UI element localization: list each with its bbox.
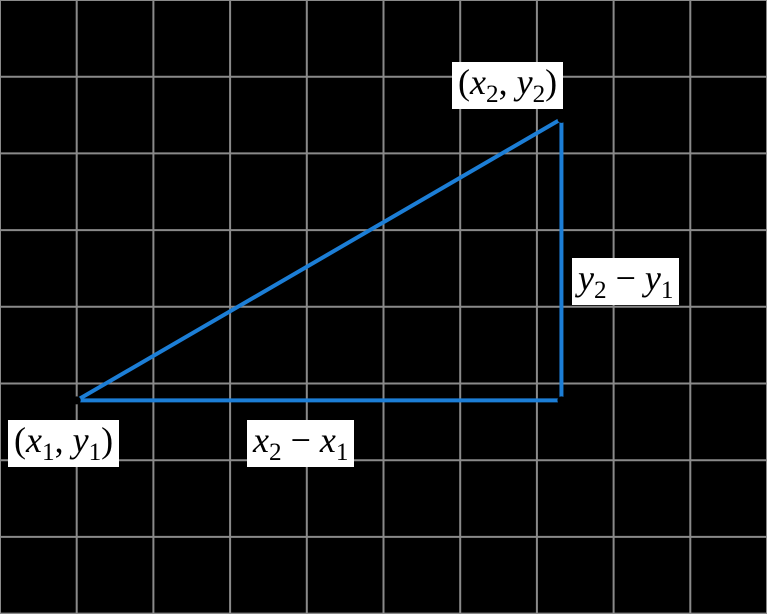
label-point-1: (x1, y1) bbox=[8, 420, 119, 467]
label-dx: x2−x1 bbox=[247, 420, 354, 467]
diagram-canvas bbox=[0, 0, 767, 614]
label-point-2: (x2, y2) bbox=[452, 62, 563, 109]
label-dy: y2−y1 bbox=[572, 258, 679, 305]
